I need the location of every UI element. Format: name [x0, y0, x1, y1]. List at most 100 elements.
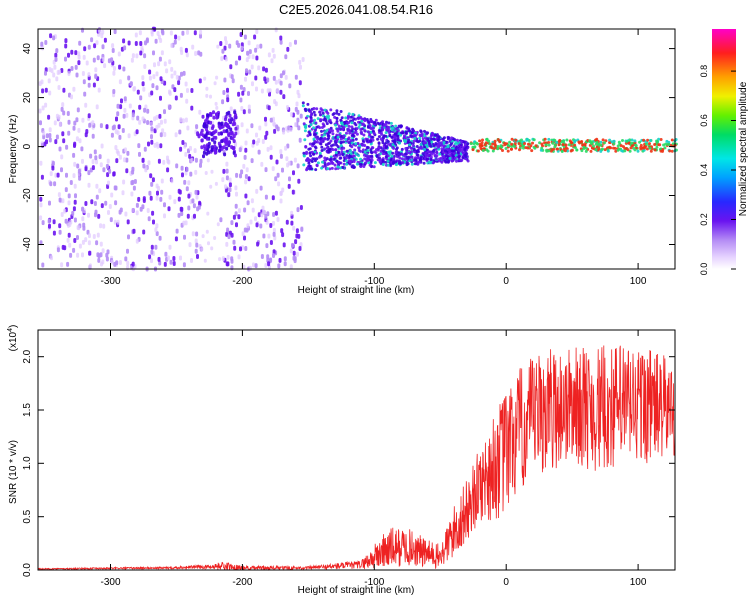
spectrogram-cell [362, 165, 366, 168]
spectrogram-cell [95, 159, 98, 165]
spectrogram-cell [101, 248, 105, 254]
spectrogram-cell [222, 129, 226, 134]
spectrogram-cell [379, 137, 383, 141]
spectrogram-cell [341, 166, 345, 169]
spectrogram-cell [81, 71, 85, 76]
spectrogram-cell [401, 131, 405, 135]
spectrogram-cell [547, 137, 551, 141]
spectrogram-cell [446, 144, 450, 148]
spectrogram-frame [37, 28, 676, 270]
spectrogram-cell [205, 151, 209, 156]
spectrogram-cell [226, 97, 230, 103]
spectrogram-cell [66, 111, 70, 116]
spectrogram-cell [158, 56, 162, 62]
spectrogram-cell [341, 152, 345, 156]
spectrogram-cell [298, 137, 302, 143]
spectrogram-cell [287, 183, 291, 189]
spectrogram-cell [442, 141, 446, 144]
spectrogram-cell [457, 157, 461, 161]
spectrogram-cell [377, 135, 381, 139]
spectrogram-cell [174, 95, 178, 101]
spectrogram-cell [395, 146, 399, 150]
spectrogram-cell [284, 74, 288, 80]
spectrogram-cell [242, 163, 246, 169]
spectrogram-cell [415, 145, 419, 148]
spectrogram-cell [305, 150, 309, 154]
spectrogram-cell [231, 78, 235, 84]
spectrogram-cell [339, 166, 343, 170]
spectrogram-cell [229, 106, 233, 112]
spectrogram-cell [365, 154, 369, 158]
spectrogram-cell [616, 148, 620, 152]
spectrogram-cell [125, 112, 129, 118]
spectrogram-cell [326, 137, 330, 141]
spectrogram-cell [137, 196, 141, 202]
spectrogram-cell [252, 262, 255, 268]
spectrogram-cell [325, 146, 329, 150]
spectrogram-cell [191, 44, 195, 50]
spectrogram-cell [107, 58, 111, 64]
spectrogram-cell [156, 31, 160, 36]
spectrogram-cell [203, 147, 207, 151]
spectrogram-cell [234, 126, 238, 131]
spectrogram-cell [518, 139, 522, 143]
spectrogram-cell [396, 138, 400, 142]
spectrogram-cell [357, 117, 361, 120]
spectrogram-cell [419, 130, 423, 134]
spectrogram-cell [462, 140, 466, 144]
spectrogram-cell [310, 160, 314, 163]
snr-panel: -300 -200 -100 0 100 0.0 0.5 1.0 1.5 2.0 Height o… [7, 325, 676, 596]
spectrogram-cell [96, 55, 100, 61]
spectrogram-cell [161, 30, 165, 36]
spectrogram-cell [163, 261, 167, 267]
spectrogram-cell [580, 149, 584, 153]
spectrogram-cell [368, 124, 372, 128]
spectrogram-cell [160, 178, 164, 184]
spectrogram-cell [436, 138, 440, 142]
spectrogram-cell [99, 241, 103, 247]
spectrogram-cell [66, 261, 70, 267]
spectrogram-cell [337, 112, 341, 116]
spectrogram-cell [39, 202, 43, 208]
spectrogram-cell [203, 134, 207, 139]
spectrogram-cell [49, 171, 53, 177]
spectrogram-cell [370, 154, 374, 158]
spectrogram-cell [441, 154, 445, 158]
spectrogram-cell [226, 124, 230, 129]
spectrogram-cell [242, 109, 246, 115]
spectrogram-cell [241, 90, 245, 96]
spectrogram-cell [96, 232, 100, 238]
spectrogram-cell [67, 130, 71, 136]
spectrogram-cell [151, 210, 155, 216]
spectrogram-cell [114, 200, 118, 206]
spectrogram-cell [95, 240, 99, 246]
spectrogram-cell [363, 150, 367, 154]
spectrogram-cell [74, 64, 78, 70]
spectrogram-cell [665, 139, 669, 143]
spectrogram-cell [323, 147, 327, 151]
spectrogram-cell [194, 189, 198, 195]
spectrogram-cell [354, 137, 358, 141]
spectrogram-cell [205, 127, 208, 132]
spectrogram-cell [644, 142, 648, 146]
spectrogram-cell [159, 143, 163, 149]
spectrogram-cell [491, 142, 495, 146]
spectrogram-cell [44, 70, 47, 76]
spectrogram-cell [633, 148, 637, 152]
spectrogram-cell [238, 55, 242, 61]
spectrogram-cell [281, 232, 285, 238]
spectrogram-cell [124, 147, 127, 153]
spectrogram-cell [213, 140, 217, 145]
spectrogram-cell [150, 29, 154, 35]
spectrogram-cell [67, 222, 70, 228]
spectrogram-cell [248, 49, 252, 55]
spectrogram-cell [130, 191, 134, 197]
spectrogram-cell [42, 134, 46, 140]
spectrogram-cell [266, 146, 270, 152]
spectrogram-cell [487, 139, 491, 143]
spectrogram-cell [663, 146, 667, 150]
spectrogram-cell [401, 153, 405, 157]
spectrogram-cell [198, 200, 202, 206]
spectrogram-cell [146, 108, 150, 114]
spectrogram-cell [526, 146, 530, 150]
